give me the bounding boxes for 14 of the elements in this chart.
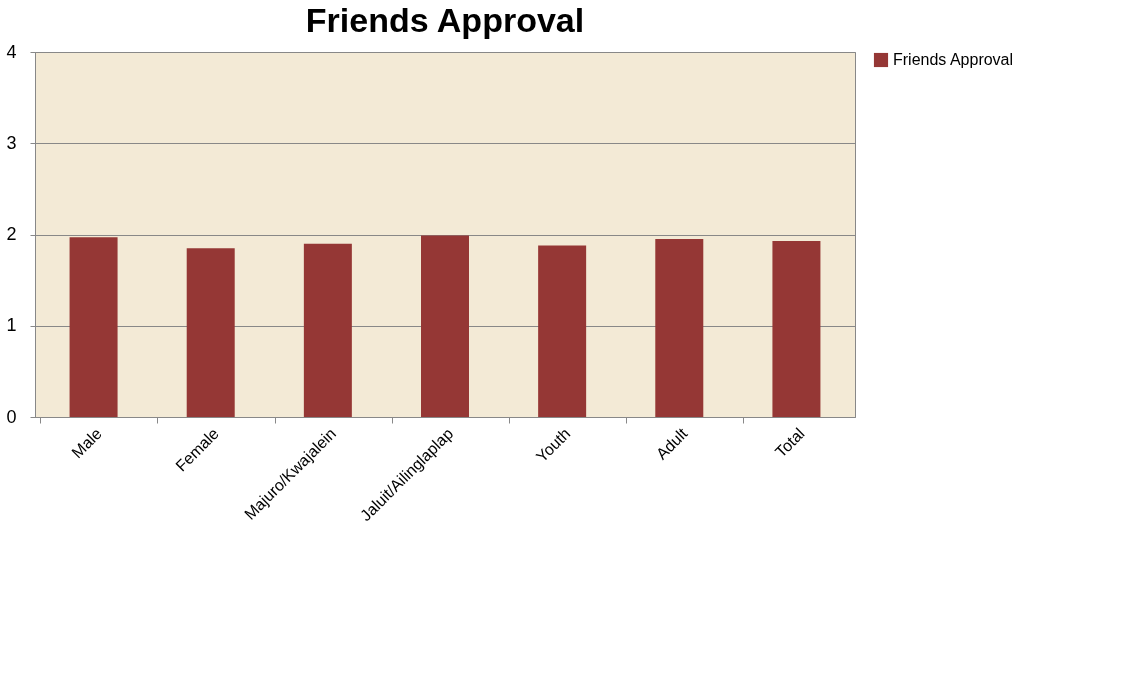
y-tick-label: 3 — [6, 132, 17, 153]
bar — [303, 243, 352, 417]
y-tick-label: 0 — [6, 406, 17, 427]
chart-title: Friends Approval — [305, 1, 585, 39]
legend-label: Friends Approval — [893, 51, 1014, 68]
bar — [186, 248, 235, 417]
bar — [655, 239, 704, 417]
y-tick-label: 1 — [6, 315, 17, 336]
bar — [538, 245, 587, 417]
bar — [772, 240, 821, 417]
y-tick-label: 2 — [6, 224, 17, 244]
bar — [69, 237, 118, 417]
bar — [421, 235, 469, 417]
y-tick-label: 4 — [6, 41, 17, 62]
